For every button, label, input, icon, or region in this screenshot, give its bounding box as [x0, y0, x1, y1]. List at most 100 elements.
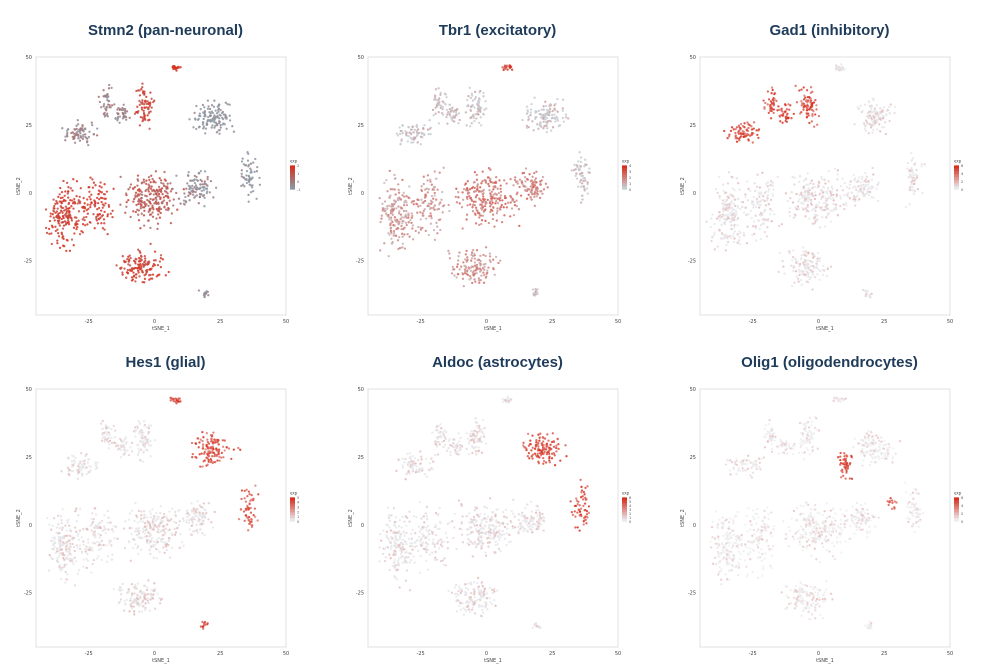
cell-point — [132, 210, 135, 213]
cell-point — [70, 199, 74, 202]
cell-point — [735, 177, 738, 180]
cell-point — [390, 237, 393, 240]
cell-point — [255, 197, 258, 200]
plot-frame — [35, 388, 287, 648]
cell-point — [910, 151, 913, 155]
cell-point — [821, 273, 825, 277]
cell-point — [65, 541, 68, 544]
cell-point — [123, 449, 127, 452]
cell-point — [100, 558, 103, 562]
cell-point — [803, 104, 806, 107]
cell-point — [162, 182, 165, 185]
cell-point — [536, 288, 539, 291]
cell-point — [446, 122, 449, 125]
cell-point — [823, 225, 827, 228]
cell-point — [169, 221, 173, 225]
cell-point — [139, 595, 142, 598]
cell-point — [401, 546, 404, 550]
cell-point — [147, 260, 151, 263]
cell-point — [206, 177, 209, 181]
cell-point — [851, 186, 855, 190]
cell-point — [148, 548, 151, 551]
cell-point — [137, 527, 140, 530]
cell-point — [443, 92, 446, 95]
cell-point — [95, 466, 99, 469]
cell-point — [136, 601, 140, 604]
cell-point — [57, 222, 60, 225]
cell-point — [198, 504, 202, 507]
cell-point — [74, 526, 77, 529]
cell-point — [188, 528, 191, 531]
cell-point — [420, 517, 423, 520]
cell-point — [62, 179, 65, 183]
panel-title: Gad1 (inhibitory) — [769, 22, 890, 39]
cell-point — [489, 192, 492, 195]
y-tick-label: 0 — [693, 191, 696, 197]
cell-point — [65, 545, 68, 548]
cell-point — [199, 114, 202, 118]
colorbar-segment — [954, 171, 959, 175]
cell-point — [432, 206, 435, 209]
cell-point — [542, 188, 546, 191]
cell-point — [383, 547, 386, 550]
cell-point — [201, 512, 205, 515]
x-tick-label: 0 — [153, 651, 156, 657]
cell-point — [393, 565, 396, 568]
cell-point — [776, 109, 779, 112]
cell-point — [807, 112, 810, 115]
cell-point — [806, 183, 810, 187]
cell-point — [132, 537, 135, 541]
cell-point — [108, 105, 111, 109]
cell-point — [734, 209, 738, 212]
cell-point — [143, 277, 147, 281]
cell-point — [772, 104, 775, 107]
cell-point — [70, 553, 73, 556]
cell-point — [912, 182, 915, 186]
cell-point — [179, 202, 182, 205]
cell-point — [405, 569, 409, 572]
cell-point — [472, 200, 476, 203]
cell-point — [431, 551, 434, 554]
cell-point — [414, 541, 417, 544]
cell-point — [103, 439, 106, 443]
cell-point — [165, 203, 169, 206]
cell-point — [246, 159, 250, 162]
x-tick-label: 25 — [549, 651, 555, 657]
cell-point — [407, 216, 410, 219]
cell-point — [58, 536, 61, 539]
cell-point — [517, 208, 521, 211]
cell-point — [744, 206, 747, 209]
cell-point — [121, 255, 124, 258]
cell-point — [73, 549, 76, 553]
cell-point — [161, 516, 164, 520]
cell-point — [801, 270, 804, 274]
cell-point — [400, 232, 404, 235]
cell-point — [535, 195, 538, 198]
cell-point — [423, 521, 426, 524]
cell-point — [136, 195, 139, 198]
cell-point — [428, 529, 431, 532]
cell-point — [107, 528, 110, 531]
cell-point — [121, 106, 124, 110]
cell-point — [67, 196, 70, 199]
cell-point — [391, 204, 395, 208]
cell-point — [761, 194, 765, 198]
cell-point — [107, 436, 110, 440]
cell-point — [406, 140, 410, 143]
cell-point — [154, 439, 157, 442]
panel-stmn2: -25 0 25 50 50 25 0 -25 tSNE_1 tSNE_2 exp 2 1 0 -1 Stm… — [0, 0, 331, 332]
cell-point — [140, 269, 144, 272]
cell-point — [63, 565, 66, 568]
cell-point — [187, 521, 191, 525]
cell-point — [161, 258, 165, 261]
cell-point — [177, 523, 181, 527]
cell-point — [754, 214, 757, 218]
cell-point — [401, 538, 405, 541]
cell-point — [827, 169, 830, 173]
cell-point — [74, 509, 77, 513]
cell-point — [490, 190, 494, 193]
cell-point — [485, 201, 488, 205]
cell-point — [505, 182, 508, 185]
cell-point — [433, 204, 436, 207]
cell-point — [167, 196, 170, 199]
